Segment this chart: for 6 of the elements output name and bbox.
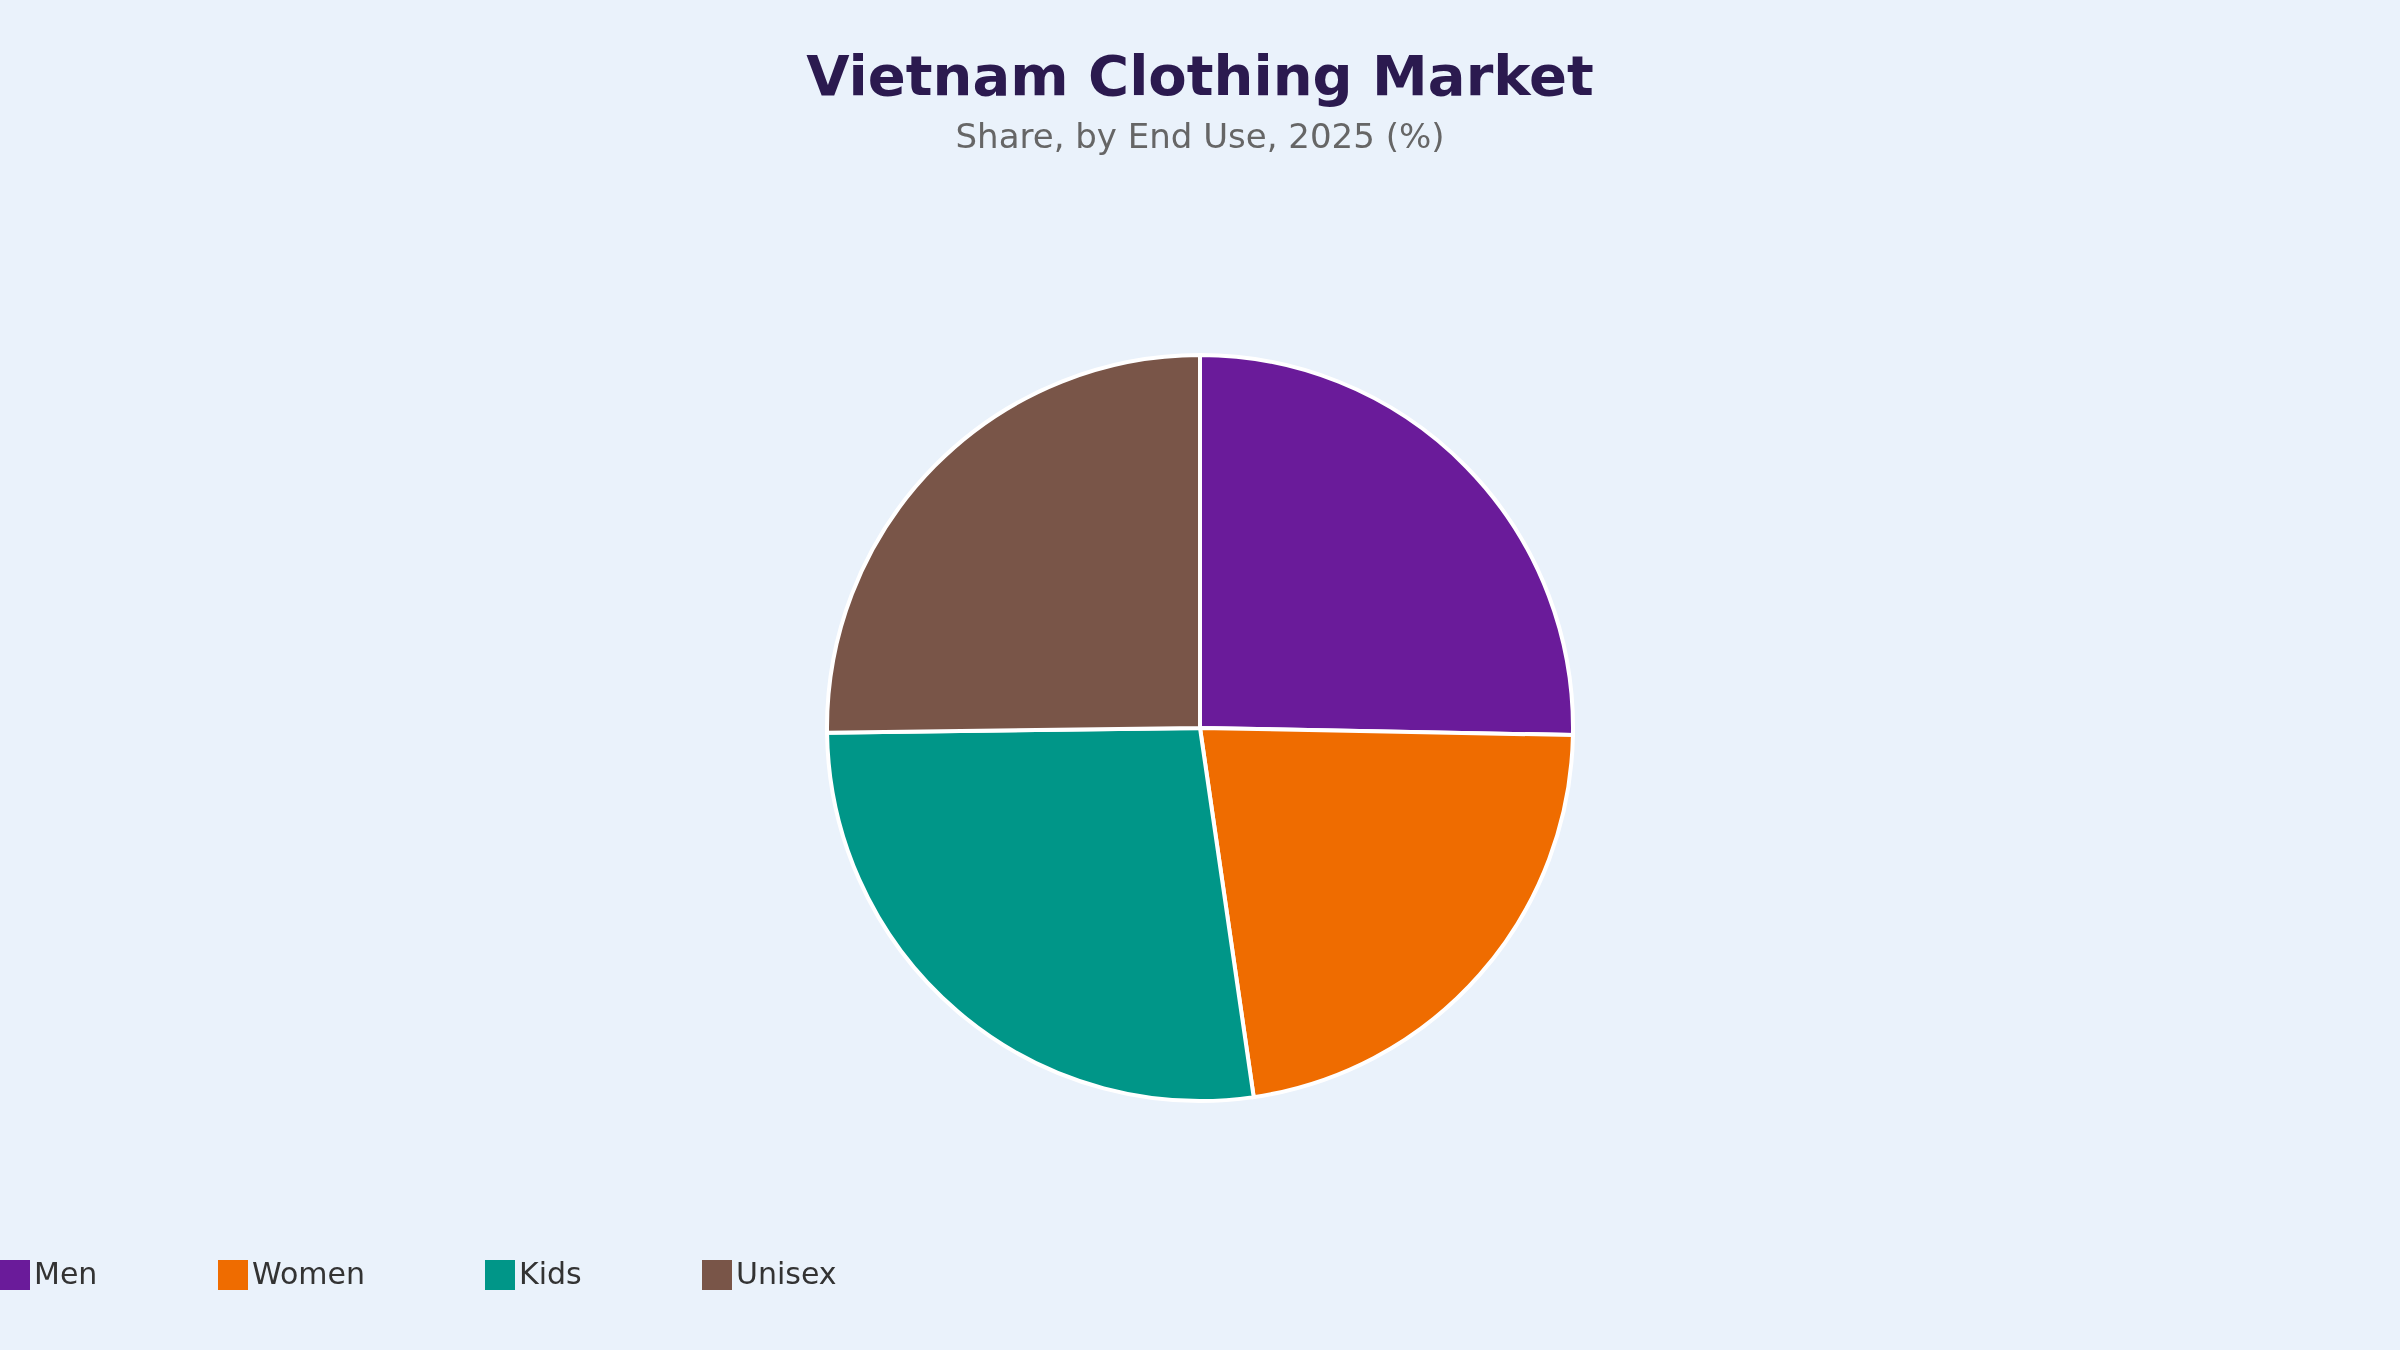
legend-label: Men bbox=[34, 1256, 98, 1291]
legend-label: Women bbox=[252, 1256, 365, 1291]
chart-title: Vietnam Clothing Market bbox=[806, 43, 1594, 108]
legend-label: Unisex bbox=[736, 1256, 837, 1291]
legend-label: Kids bbox=[519, 1256, 582, 1291]
chart-subtitle: Share, by End Use, 2025 (%) bbox=[955, 116, 1445, 156]
